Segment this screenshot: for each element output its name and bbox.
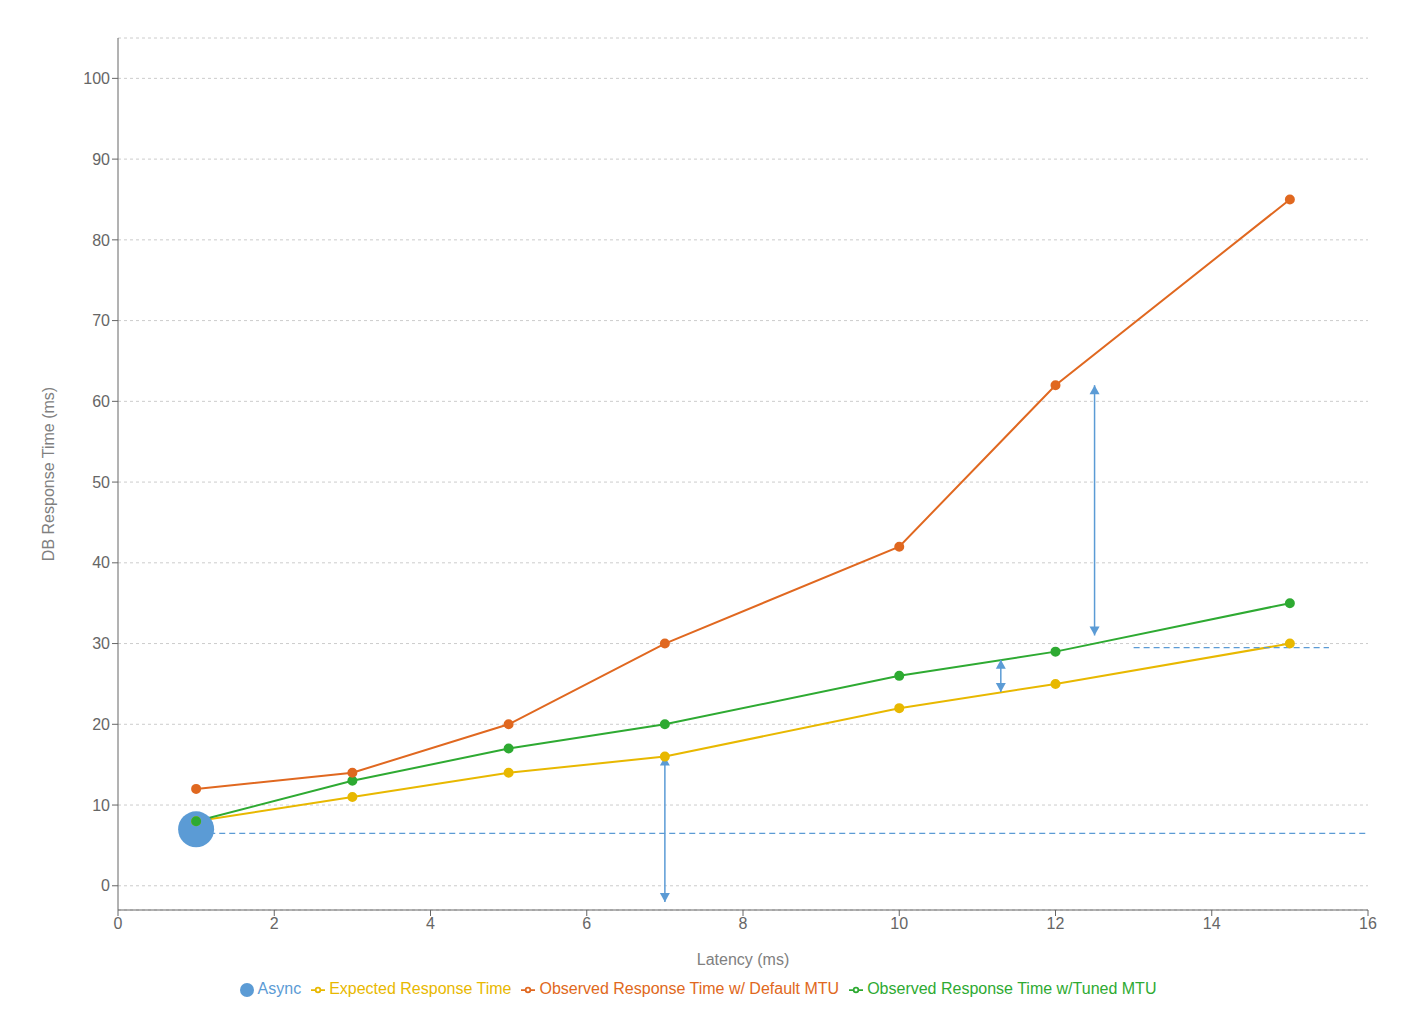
svg-text:60: 60 [92,393,110,410]
html-text:Observed Response Time w/Tuned: Observed Response Time w/Tuned MTU [867,980,1157,997]
html-text:Async: Async [257,980,302,997]
html-text:Observed Response Time w/ Defa: Observed Response Time w/ Default MTU [539,980,840,997]
svg-text:16: 16 [1359,915,1377,932]
svg-text:Latency (ms): Latency (ms) [697,951,789,968]
svg-text:70: 70 [92,312,110,329]
svg-text:90: 90 [92,151,110,168]
svg-text:2: 2 [270,915,279,932]
svg-text:DB Response Time (ms): DB Response Time (ms) [40,387,57,561]
svg-text:40: 40 [92,554,110,571]
svg-text:4: 4 [426,915,435,932]
svg-text:8: 8 [739,915,748,932]
svg-text:50: 50 [92,474,110,491]
svg-text:20: 20 [92,716,110,733]
svg-text:100: 100 [83,70,110,87]
svg-text:14: 14 [1203,915,1221,932]
html-text:Expected Response Time: Expected Response Time [329,980,512,997]
svg-text:6: 6 [582,915,591,932]
svg-text:10: 10 [890,915,908,932]
svg-text:30: 30 [92,635,110,652]
svg-text:0: 0 [114,915,123,932]
svg-text:12: 12 [1047,915,1065,932]
svg-text:0: 0 [101,877,110,894]
svg-text:10: 10 [92,797,110,814]
svg-text:80: 80 [92,232,110,249]
